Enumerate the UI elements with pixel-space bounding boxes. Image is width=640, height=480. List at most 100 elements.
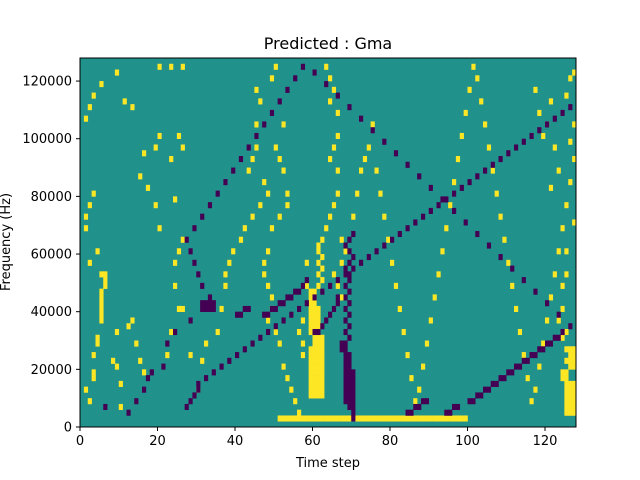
heatmap-cell-high (572, 403, 577, 411)
heatmap-cell-low (192, 259, 197, 266)
heatmap-cell-high (424, 415, 430, 422)
heatmap-cell-low (560, 328, 565, 336)
heatmap-cell-high (421, 415, 426, 422)
heatmap-cell-high (293, 398, 298, 405)
heatmap-cell-high (242, 225, 247, 232)
heatmap-cell-low (269, 305, 275, 312)
heatmap-cell-high (413, 415, 418, 422)
heatmap-cell-high (386, 236, 391, 243)
heatmap-cell-high (374, 415, 379, 422)
heatmap-cell-high (393, 415, 399, 422)
heatmap-cell-high (320, 346, 325, 353)
y-tick-label: 0 (64, 421, 72, 436)
heatmap-cell-high (455, 156, 461, 163)
heatmap-cell-low (347, 392, 352, 399)
heatmap-cell-low (289, 311, 294, 318)
heatmap-cell-high (254, 144, 259, 151)
heatmap-cell-high (324, 63, 329, 70)
heatmap-cell-high (533, 386, 538, 393)
heatmap-cell-high (87, 398, 92, 405)
heatmap-cell-high (370, 415, 375, 422)
heatmap-cell-high (432, 294, 437, 301)
heatmap-cell-high (204, 340, 209, 347)
heatmap-cell-high (316, 271, 321, 278)
heatmap-cell-high (273, 63, 278, 70)
heatmap-cell-high (266, 190, 271, 197)
heatmap-cell-high (351, 213, 356, 220)
heatmap-cell-high (180, 63, 185, 70)
heatmap-cell-high (335, 190, 340, 197)
heatmap-cell-high (180, 236, 185, 243)
heatmap-cell-low (556, 334, 561, 341)
heatmap-cell-low (277, 98, 282, 105)
heatmap-cell-low (351, 230, 356, 238)
heatmap-cell-low (161, 363, 166, 370)
heatmap-cell-high (231, 248, 236, 255)
heatmap-cell-high (157, 63, 162, 70)
heatmap-cell-high (537, 363, 542, 370)
heatmap-cell-low (262, 311, 267, 318)
heatmap-cell-high (308, 317, 313, 324)
heatmap-cell-high (83, 386, 89, 393)
heatmap-cell-high (545, 317, 550, 324)
heatmap-cell-low (351, 380, 356, 387)
heatmap-cell-low (347, 380, 352, 387)
heatmap-cell-low (145, 375, 151, 382)
heatmap-cell-high (297, 415, 302, 422)
heatmap-cell-low (351, 386, 356, 393)
heatmap-cell-low (188, 248, 193, 255)
heatmap-cell-low (405, 161, 410, 168)
heatmap-cell-high (502, 236, 507, 243)
heatmap-cell-low (149, 369, 154, 376)
heatmap-cell-low (258, 334, 263, 341)
heatmap-cell-high (448, 415, 453, 422)
heatmap-cell-low (517, 363, 523, 370)
heatmap-cell-high (304, 259, 309, 266)
heatmap-cell-low (545, 121, 550, 128)
heatmap-cell-high (316, 259, 321, 266)
heatmap-cell-low (211, 305, 216, 312)
heatmap-cell-low (347, 236, 352, 243)
heatmap-cell-low (238, 156, 244, 163)
heatmap-cell-high (316, 323, 321, 330)
heatmap-cell-high (393, 282, 399, 289)
heatmap-cell-low (142, 386, 147, 393)
heatmap-cell-low (568, 323, 573, 330)
heatmap-cell-high (312, 317, 317, 324)
heatmap-cell-high (428, 415, 433, 422)
heatmap-cell-high (572, 69, 577, 76)
heatmap-cell-low (238, 311, 244, 318)
heatmap-cell-high (374, 167, 379, 174)
heatmap-cell-low (417, 173, 422, 180)
heatmap-cell-low (417, 403, 422, 411)
heatmap-cell-high (548, 184, 554, 191)
heatmap-cell-high (320, 415, 325, 422)
heatmap-cell-high (281, 121, 286, 128)
heatmap-cell-low (196, 271, 201, 278)
heatmap-cell-high (455, 415, 461, 422)
heatmap-cell-low (289, 294, 294, 301)
heatmap-cell-low (316, 328, 321, 336)
heatmap-cell-low (200, 282, 205, 289)
heatmap-cell-low (514, 363, 519, 370)
heatmap-cell-low (200, 305, 205, 312)
heatmap-cell-high (316, 282, 321, 289)
y-axis: 0 20000 40000 60000 80000 100000 120000 (22, 75, 80, 436)
heatmap-cell-high (331, 271, 337, 278)
heatmap-cell-high (138, 357, 143, 364)
heatmap-cell-low (529, 352, 534, 359)
heatmap-cell-high (564, 375, 569, 382)
heatmap-cell-low (347, 352, 352, 359)
y-axis-label: Frequency (Hz) (0, 193, 14, 291)
heatmap-cell-low (266, 328, 271, 336)
heatmap-cell-high (180, 144, 185, 151)
heatmap-cell-high (572, 346, 577, 353)
heatmap-cell-low (347, 300, 352, 307)
heatmap-cell-high (304, 282, 309, 289)
heatmap-cell-high (440, 415, 445, 422)
heatmap-cell-low (486, 386, 492, 393)
heatmap-cell-high (83, 225, 89, 232)
heatmap-cell-high (320, 375, 325, 382)
heatmap-cell-low (471, 398, 476, 405)
heatmap-cell-low (370, 127, 375, 134)
